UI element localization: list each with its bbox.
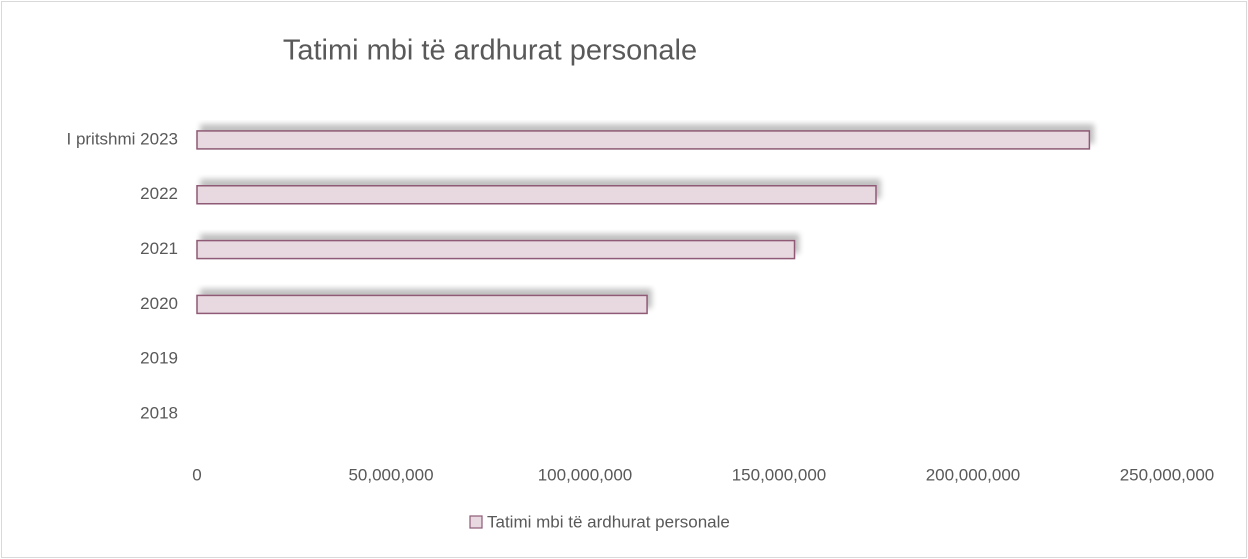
x-tick-label: 50,000,000 xyxy=(348,465,433,484)
y-tick-label: 2021 xyxy=(140,239,178,258)
y-tick-label: 2018 xyxy=(140,404,178,423)
x-tick-label: 0 xyxy=(192,465,201,484)
x-tick-label: 200,000,000 xyxy=(926,465,1021,484)
y-tick-label: 2019 xyxy=(140,349,178,368)
y-tick-label: I pritshmi 2023 xyxy=(67,129,179,148)
y-tick-label: 2020 xyxy=(140,294,178,313)
bar xyxy=(196,239,796,260)
bar xyxy=(196,130,1091,150)
bar xyxy=(196,185,877,205)
legend-swatch xyxy=(469,515,483,529)
x-tick-label: 250,000,000 xyxy=(1120,465,1215,484)
bar xyxy=(196,294,648,315)
legend-label: Tatimi mbi të ardhurat personale xyxy=(487,512,730,531)
y-tick-label: 2022 xyxy=(140,184,178,203)
x-tick-label: 100,000,000 xyxy=(538,465,633,484)
x-tick-label: 150,000,000 xyxy=(732,465,827,484)
chart-title: Tatimi mbi të ardhurat personale xyxy=(283,35,697,67)
